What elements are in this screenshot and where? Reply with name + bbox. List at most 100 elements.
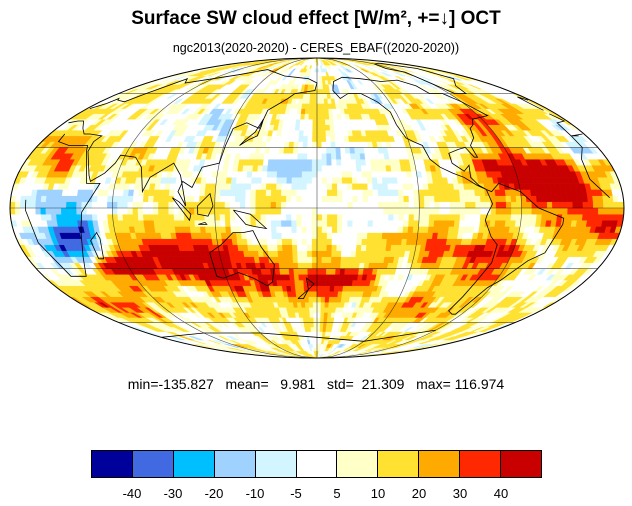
field-cell: [327, 213, 333, 221]
field-cell: [515, 195, 522, 203]
field-cell: [297, 256, 303, 263]
field-cell: [274, 141, 281, 148]
field-cell: [366, 177, 373, 184]
field-cell: [418, 189, 425, 196]
field-cell: [329, 285, 335, 292]
field-cell: [309, 312, 314, 318]
field-cell: [271, 183, 277, 190]
field-cell: [256, 177, 263, 184]
field-cell: [205, 226, 212, 233]
field-cell: [245, 201, 251, 209]
field-cell: [370, 164, 377, 172]
field-cell: [526, 201, 533, 209]
field-cell: [393, 195, 400, 203]
field-cell: [429, 207, 435, 215]
field-cell: [337, 195, 343, 203]
field-cell: [331, 158, 337, 166]
field-cell: [282, 153, 289, 160]
field-cell: [142, 207, 149, 215]
field-cell: [321, 201, 328, 209]
field-cell: [352, 220, 359, 227]
field-cell: [184, 189, 191, 196]
field-cell: [377, 189, 384, 196]
field-cell: [173, 189, 181, 196]
field-cell: [582, 201, 589, 209]
field-cell: [153, 189, 160, 196]
field-cell: [403, 189, 410, 196]
field-cell: [10, 207, 16, 215]
field-cell: [312, 135, 318, 142]
field-cell: [291, 170, 298, 178]
field-cell: [286, 189, 292, 196]
field-cell: [355, 244, 362, 252]
field-cell: [413, 189, 420, 196]
field-cell: [311, 244, 318, 252]
field-cell: [300, 296, 306, 303]
field-cell: [469, 195, 476, 203]
field-cell: [246, 232, 253, 239]
field-cell: [200, 177, 208, 184]
field-cell: [184, 226, 192, 233]
field-cell: [204, 201, 210, 209]
field-cell: [107, 195, 114, 203]
field-cell: [403, 195, 410, 203]
field-cell: [608, 207, 615, 215]
field-cell: [245, 195, 251, 203]
field-cell: [504, 220, 512, 227]
field-cell: [234, 201, 241, 209]
field-cell: [251, 238, 258, 246]
field-cell: [299, 285, 305, 292]
field-cell: [346, 177, 353, 184]
field-cell: [337, 213, 343, 221]
field-cell: [266, 232, 273, 239]
field-cell: [567, 201, 574, 209]
field-cell: [336, 244, 343, 252]
field-cell: [286, 177, 293, 184]
field-cell: [266, 177, 273, 184]
field-cell: [15, 195, 22, 203]
field-cell: [81, 213, 88, 221]
field-cell: [321, 183, 328, 190]
field-cell: [91, 195, 98, 203]
field-cell: [66, 213, 73, 221]
field-cell: [255, 207, 262, 215]
field-cell: [361, 170, 368, 178]
field-cell: [298, 135, 304, 142]
field-cell: [331, 183, 338, 190]
field-cell: [437, 226, 445, 233]
field-cell: [241, 177, 248, 184]
field-cell: [331, 232, 338, 239]
field-cell: [235, 177, 243, 184]
field-cell: [329, 279, 336, 286]
field-cell: [306, 201, 313, 209]
field-cell: [10, 201, 16, 209]
field-cell: [499, 220, 506, 227]
field-cell: [278, 153, 284, 160]
field-cell: [344, 262, 351, 269]
field-cell: [316, 135, 322, 142]
field-cell: [230, 226, 237, 233]
field-cell: [316, 141, 322, 148]
field-cell: [371, 177, 378, 184]
field-cell: [321, 135, 327, 142]
cloud-effect-field: [10, 58, 624, 358]
field-cell: [270, 207, 277, 215]
field-cell: [330, 141, 336, 148]
field-cell: [276, 177, 283, 184]
field-cell: [337, 189, 343, 196]
field-cell: [536, 213, 543, 221]
field-cell: [380, 164, 387, 172]
field-cell: [321, 170, 328, 178]
field-cell: [418, 220, 425, 227]
field-cell: [288, 262, 294, 269]
field-cell: [288, 268, 295, 275]
field-cell: [241, 170, 248, 178]
field-cell: [316, 285, 322, 292]
field-cell: [127, 201, 134, 209]
field-cell: [284, 135, 291, 142]
field-cell: [296, 177, 303, 184]
field-cell: [346, 244, 352, 252]
field-cell: [453, 220, 461, 227]
field-cell: [320, 291, 326, 297]
field-cell: [444, 201, 451, 209]
